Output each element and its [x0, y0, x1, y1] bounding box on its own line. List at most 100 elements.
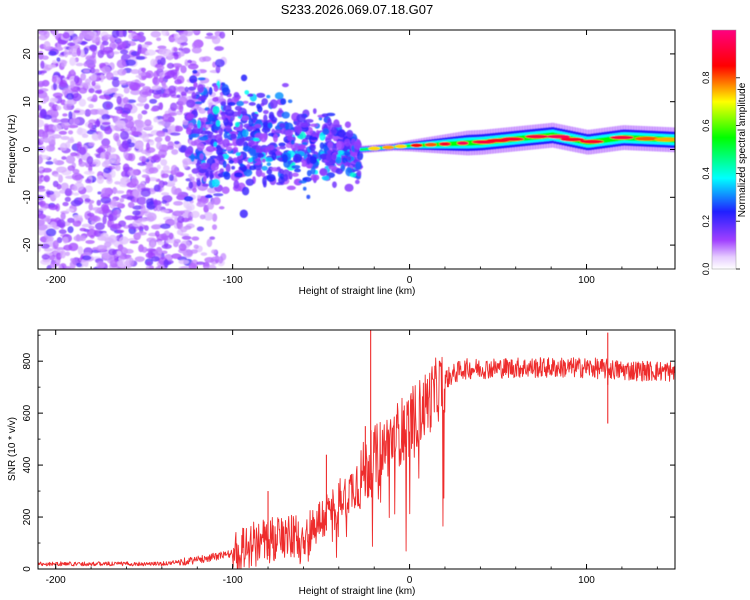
- heatmap-blob: [49, 97, 58, 104]
- heatmap-blob: [92, 161, 99, 165]
- heatmap-blob: [142, 86, 151, 91]
- heatmap-blob: [87, 212, 95, 217]
- heatmap-blob: [40, 258, 51, 265]
- heatmap-blob: [53, 118, 61, 123]
- heatmap-blob: [156, 64, 165, 71]
- heatmap-blob: [191, 168, 200, 174]
- signal-band: [360, 148, 364, 151]
- heatmap-blob: [114, 181, 121, 185]
- heatmap-blob: [196, 201, 206, 208]
- heatmap-blob: [98, 94, 110, 100]
- heatmap-blob: [236, 100, 245, 107]
- heatmap-blob: [87, 122, 94, 129]
- heatmap-blob: [101, 252, 110, 262]
- y-tick-label: -20: [22, 237, 33, 252]
- heatmap-blob: [213, 193, 224, 197]
- heatmap-blob: [204, 121, 214, 125]
- heatmap-blob: [86, 57, 97, 66]
- heatmap-blob: [84, 185, 93, 193]
- heatmap-blob: [156, 246, 162, 253]
- heatmap-blob: [45, 161, 54, 165]
- heatmap-blob: [72, 220, 82, 227]
- heatmap-blob: [63, 244, 73, 251]
- heatmap-blob: [171, 253, 182, 259]
- heatmap-blob: [63, 103, 72, 111]
- heatmap-blob: [43, 247, 54, 252]
- heatmap-blob: [133, 190, 142, 198]
- heatmap-blob: [96, 175, 105, 184]
- heatmap-blob: [162, 49, 173, 57]
- heatmap-blob: [72, 36, 83, 44]
- heatmap-blob: [119, 236, 129, 245]
- heatmap-blob: [187, 59, 193, 64]
- heatmap-blob: [134, 256, 145, 262]
- heatmap-blob: [82, 252, 92, 257]
- heatmap-blob: [130, 126, 137, 133]
- heatmap-blob: [102, 46, 114, 54]
- heatmap-blob: [47, 64, 57, 69]
- colorbar: 0.0 0.2 0.4 0.6 0.8 Normalized spectral ampl…: [701, 29, 748, 275]
- heatmap-blob: [304, 118, 314, 123]
- heatmap-blob: [67, 42, 76, 47]
- heatmap-blob: [160, 233, 168, 241]
- heatmap-blob: [116, 260, 123, 266]
- heatmap-blob: [128, 40, 136, 44]
- heatmap-blob: [100, 196, 112, 204]
- heatmap-blob: [328, 165, 337, 170]
- heatmap-blob: [119, 197, 125, 203]
- heatmap-blob: [38, 146, 43, 152]
- heatmap-blob: [199, 214, 206, 220]
- heatmap-blob: [88, 87, 95, 94]
- heatmap-blob: [327, 118, 332, 126]
- heatmap-blob: [173, 140, 180, 145]
- heatmap-blob: [105, 103, 111, 109]
- heatmap-blob: [151, 224, 162, 230]
- heatmap-blob: [235, 138, 245, 147]
- heatmap-blob: [230, 133, 237, 140]
- heatmap-blob: [97, 109, 104, 115]
- heatmap-blob: [302, 186, 307, 191]
- heatmap-blob: [301, 141, 308, 146]
- heatmap-blob: [56, 183, 62, 190]
- heatmap-blob: [188, 262, 197, 269]
- heatmap-blob: [38, 118, 45, 128]
- heatmap-blob: [136, 103, 145, 107]
- heatmap-blob: [223, 171, 231, 180]
- heatmap-blob: [141, 246, 148, 253]
- heatmap-blob: [81, 223, 92, 228]
- heatmap-blob: [205, 163, 211, 168]
- heatmap-blob: [261, 158, 266, 163]
- heatmap-blob: [88, 225, 95, 230]
- heatmap-blob: [176, 172, 185, 177]
- heatmap-blob: [240, 74, 248, 82]
- heatmap-blob: [176, 94, 181, 98]
- heatmap-blob: [196, 179, 202, 187]
- heatmap-blob: [145, 142, 151, 151]
- heatmap-blob: [244, 90, 250, 95]
- heatmap-blob: [56, 219, 66, 228]
- heatmap-blob: [185, 128, 192, 135]
- heatmap-blob: [121, 112, 128, 118]
- heatmap-blob: [162, 165, 170, 172]
- heatmap-blob: [297, 145, 307, 150]
- heatmap-blob: [116, 108, 123, 115]
- heatmap-blob: [70, 199, 82, 207]
- x-tick-label: 100: [578, 275, 595, 286]
- heatmap-blob: [71, 185, 78, 192]
- heatmap-blob: [38, 224, 48, 231]
- heatmap-blob: [203, 175, 207, 182]
- heatmap-blob: [145, 248, 156, 252]
- heatmap-blob: [189, 176, 195, 182]
- heatmap-blob: [257, 105, 263, 113]
- heatmap-blob: [38, 207, 47, 211]
- heatmap-blob: [97, 191, 102, 195]
- heatmap-blob: [151, 88, 162, 95]
- heatmap-blob: [206, 238, 213, 248]
- heatmap-blob: [198, 107, 207, 114]
- heatmap-blob: [153, 70, 159, 80]
- heatmap-blob: [132, 220, 142, 227]
- heatmap-blob: [103, 159, 111, 166]
- heatmap-blob: [191, 30, 201, 34]
- heatmap-blob: [287, 99, 293, 104]
- signal-core: [410, 143, 423, 148]
